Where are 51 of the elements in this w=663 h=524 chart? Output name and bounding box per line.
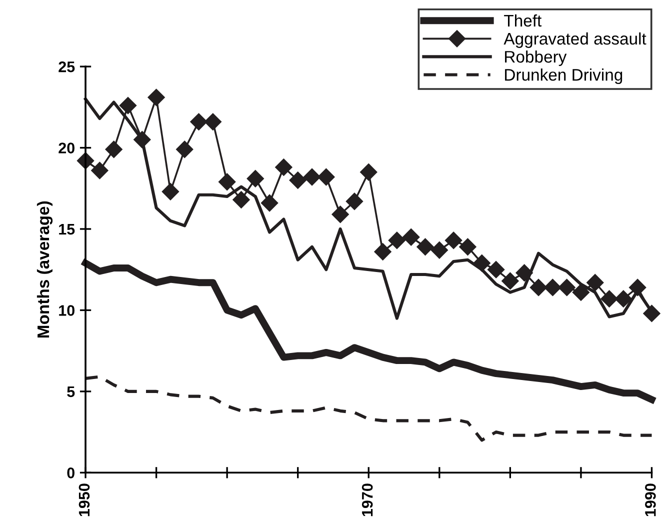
point [586, 274, 604, 292]
y-axis-title: Months (average) [36, 201, 53, 338]
x-tick-label: 1990 [645, 484, 656, 516]
point [303, 168, 321, 186]
point [430, 242, 448, 259]
point [544, 278, 562, 296]
legend-label: Robbery [505, 50, 567, 66]
point [502, 272, 519, 290]
x-tick-label: 1950 [78, 484, 90, 516]
point [487, 261, 505, 278]
point [119, 96, 137, 114]
point [204, 113, 222, 130]
legend-label: Theft [504, 14, 542, 27]
point [91, 162, 108, 180]
y-tick-label: 10 [59, 305, 74, 316]
x-tick-label: 1970 [362, 484, 373, 516]
y-tick-label: 5 [67, 386, 75, 398]
point [332, 206, 349, 223]
legend-label: Aggravated assault [504, 32, 646, 48]
point [643, 304, 660, 322]
point [275, 158, 292, 176]
point [402, 228, 420, 246]
y-tick-label: 25 [58, 61, 75, 72]
point [600, 290, 618, 308]
point [218, 173, 236, 190]
point [360, 164, 378, 181]
y-tick-label: 0 [67, 468, 74, 478]
legend-label: Drunken Driving [505, 68, 622, 84]
point [459, 238, 476, 256]
line-series [84, 375, 654, 442]
point [190, 113, 208, 130]
point [558, 278, 576, 296]
point [176, 140, 194, 158]
point [260, 194, 278, 212]
y-tick-label: 20 [58, 142, 74, 154]
point [530, 278, 548, 296]
point [148, 88, 165, 106]
point [416, 238, 434, 256]
point [232, 191, 250, 208]
point [162, 183, 180, 200]
point [614, 290, 632, 308]
point [388, 232, 406, 249]
point [105, 140, 122, 158]
y-tick-label: 15 [59, 224, 75, 235]
point [346, 192, 364, 210]
point [572, 284, 590, 301]
point [445, 232, 462, 249]
point [289, 172, 306, 189]
point [318, 168, 335, 186]
point [246, 170, 264, 188]
point [374, 243, 392, 260]
